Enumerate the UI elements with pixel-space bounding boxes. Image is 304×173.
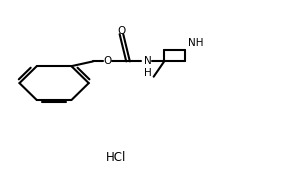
Text: N: N <box>144 56 151 66</box>
Text: O: O <box>103 56 112 66</box>
Text: NH: NH <box>188 38 204 48</box>
Text: HCl: HCl <box>106 152 126 165</box>
Text: O: O <box>117 26 126 36</box>
Text: H: H <box>144 68 151 78</box>
